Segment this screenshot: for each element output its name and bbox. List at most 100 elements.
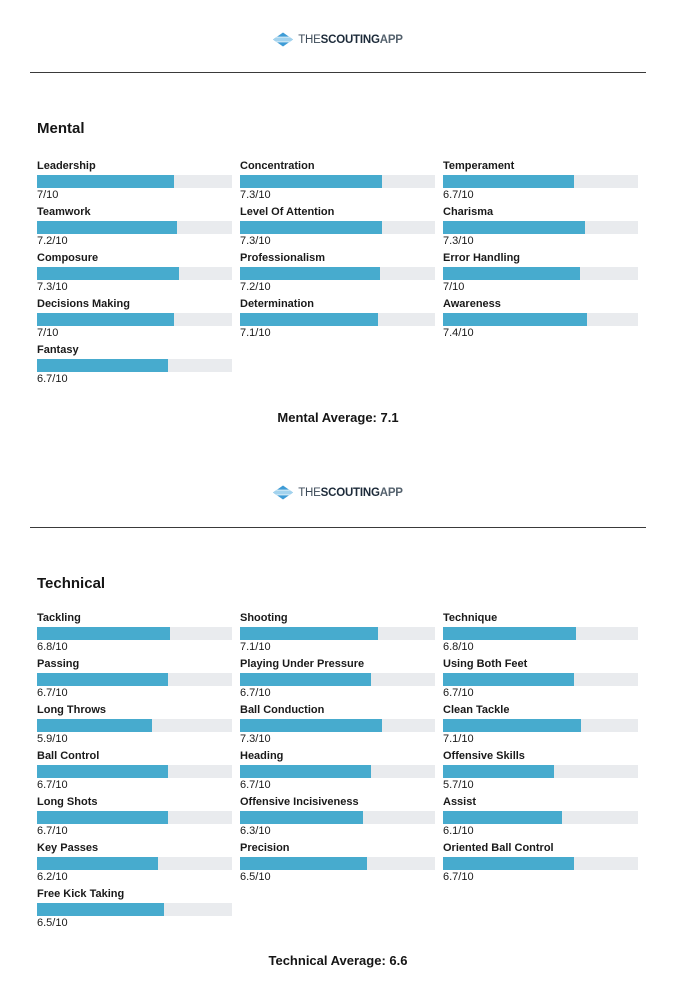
skill-name-label: Assist xyxy=(443,796,477,808)
skill-bar-fill xyxy=(37,903,164,916)
skill-item: Composure 7.3/10 xyxy=(37,252,232,293)
skill-name-label: Offensive Skills xyxy=(443,750,525,762)
skill-bar-track xyxy=(37,627,232,640)
skill-name-label: Passing xyxy=(37,658,80,670)
skill-bar-track xyxy=(443,811,638,824)
skill-bar-fill xyxy=(240,765,371,778)
separator-line xyxy=(30,72,646,73)
skill-value-label: 5.9/10 xyxy=(37,733,68,745)
skill-name-label: Ball Control xyxy=(37,750,100,762)
skill-item: Heading 6.7/10 xyxy=(240,750,435,791)
mental-average: Mental Average: 7.1 xyxy=(277,410,399,425)
skill-value-label: 7.3/10 xyxy=(240,235,271,247)
skill-item: Long Shots 6.7/10 xyxy=(37,796,232,837)
skill-value-label: 7.3/10 xyxy=(240,189,271,201)
skill-value-label: 6.5/10 xyxy=(37,917,68,929)
skill-bar-track xyxy=(443,313,638,326)
skill-name-label: Using Both Feet xyxy=(443,658,528,670)
skill-name-label: Temperament xyxy=(443,160,515,172)
skill-bar-track xyxy=(37,673,232,686)
skill-bar-track xyxy=(37,221,232,234)
skill-value-label: 6.7/10 xyxy=(37,825,68,837)
skill-item: Concentration 7.3/10 xyxy=(240,160,435,201)
skill-item: Free Kick Taking 6.5/10 xyxy=(37,888,232,929)
skill-name-label: Teamwork xyxy=(37,206,91,218)
skill-name-label: Concentration xyxy=(240,160,315,172)
skill-name-label: Tackling xyxy=(37,612,81,624)
skill-item: Ball Control 6.7/10 xyxy=(37,750,232,791)
skill-bar-fill xyxy=(37,719,153,732)
skill-name-label: Heading xyxy=(240,750,284,762)
skill-item: Professionalism 7.2/10 xyxy=(240,252,435,293)
section-title-technical: Technical xyxy=(37,575,106,592)
section-title-mental: Mental xyxy=(37,120,85,137)
skill-bar-fill xyxy=(37,267,180,280)
skill-value-label: 7.2/10 xyxy=(37,235,68,247)
skill-value-label: 6.7/10 xyxy=(37,687,68,699)
skill-bar-track xyxy=(240,719,435,732)
skill-bar-fill xyxy=(37,175,174,188)
skill-bar-fill xyxy=(443,719,582,732)
logo-wordmark: THESCOUTINGAPP xyxy=(298,33,403,46)
skill-bar-track xyxy=(443,857,638,870)
skill-bar-fill xyxy=(443,313,588,326)
skill-bar-track xyxy=(443,627,638,640)
skill-bar-track xyxy=(240,221,435,234)
skill-value-label: 7.4/10 xyxy=(443,327,474,339)
skill-value-label: 6.7/10 xyxy=(37,779,68,791)
skill-item: Using Both Feet 6.7/10 xyxy=(443,658,638,699)
logo-wordmark: THESCOUTINGAPP xyxy=(298,486,403,499)
skill-item: Leadership 7/10 xyxy=(37,160,232,201)
skill-name-label: Professionalism xyxy=(240,252,325,264)
skill-bar-track xyxy=(37,765,232,778)
skill-bar-fill xyxy=(37,857,158,870)
scouting-app-diamond-icon xyxy=(273,32,294,47)
skill-bar-fill xyxy=(37,627,170,640)
skill-bar-fill xyxy=(240,313,379,326)
skill-bar-fill xyxy=(37,359,168,372)
skill-item: Key Passes 6.2/10 xyxy=(37,842,232,883)
skill-bar-fill xyxy=(240,811,363,824)
skill-value-label: 6.5/10 xyxy=(240,871,271,883)
skill-bar-fill xyxy=(240,221,383,234)
skill-bar-track xyxy=(37,313,232,326)
skill-bar-track xyxy=(240,175,435,188)
skill-bar-track xyxy=(240,627,435,640)
skill-name-label: Precision xyxy=(240,842,290,854)
skill-item: Long Throws 5.9/10 xyxy=(37,704,232,745)
skill-value-label: 7/10 xyxy=(443,281,465,293)
skill-item: Fantasy 6.7/10 xyxy=(37,344,232,385)
skill-bar-track xyxy=(443,175,638,188)
skill-item: Shooting 7.1/10 xyxy=(240,612,435,653)
skill-item: Technique 6.8/10 xyxy=(443,612,638,653)
skill-item: Oriented Ball Control 6.7/10 xyxy=(443,842,638,883)
skill-value-label: 7.1/10 xyxy=(240,327,271,339)
skill-name-label: Error Handling xyxy=(443,252,521,264)
skill-bar-fill xyxy=(240,267,381,280)
scouting-app-diamond-icon xyxy=(273,485,294,500)
skill-bar-track xyxy=(37,359,232,372)
skill-bar-fill xyxy=(240,627,379,640)
skill-item: Charisma 7.3/10 xyxy=(443,206,638,247)
skill-bar-track xyxy=(37,811,232,824)
skill-value-label: 6.3/10 xyxy=(240,825,271,837)
skill-bar-track xyxy=(443,719,638,732)
skill-bar-fill xyxy=(37,811,168,824)
skill-item: Offensive Incisiveness 6.3/10 xyxy=(240,796,435,837)
skill-name-label: Composure xyxy=(37,252,99,264)
skill-bar-fill xyxy=(443,765,555,778)
skill-name-label: Shooting xyxy=(240,612,288,624)
skill-bar-fill xyxy=(443,811,562,824)
skill-bar-track xyxy=(37,267,232,280)
skill-value-label: 7.1/10 xyxy=(443,733,474,745)
skill-bar-fill xyxy=(37,221,178,234)
app-logo: THESCOUTINGAPP xyxy=(0,484,676,502)
skill-bar-fill xyxy=(240,175,383,188)
skill-item: Decisions Making 7/10 xyxy=(37,298,232,339)
skill-value-label: 6.7/10 xyxy=(443,189,474,201)
skill-bar-track xyxy=(443,765,638,778)
skill-name-label: Fantasy xyxy=(37,344,79,356)
skill-value-label: 6.7/10 xyxy=(240,779,271,791)
skill-name-label: Key Passes xyxy=(37,842,99,854)
skill-item: Awareness 7.4/10 xyxy=(443,298,638,339)
